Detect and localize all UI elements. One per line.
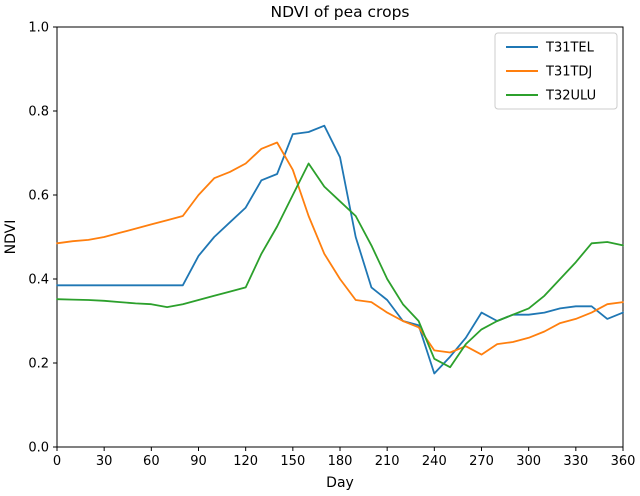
x-tick-label: 270	[469, 454, 494, 469]
y-tick-label: 0.8	[28, 105, 49, 120]
x-axis-label: Day	[326, 475, 354, 491]
x-tick-label: 210	[375, 454, 400, 469]
legend-item-T31TDJ: T31TDJ	[506, 65, 592, 80]
x-tick-label: 90	[190, 454, 207, 469]
x-tick-label: 240	[422, 454, 447, 469]
y-tick-label: 0.2	[28, 357, 49, 372]
x-tick-label: 150	[280, 454, 305, 469]
y-axis: 0.0 0.2 0.4 0.6 0.8 1.0	[28, 21, 57, 456]
x-tick-label: 0	[53, 454, 61, 469]
legend-label: T32ULU	[545, 89, 596, 104]
series-line-T32ULU	[56, 162, 624, 369]
y-tick-label: 1.0	[28, 21, 49, 36]
x-tick-label: 360	[611, 454, 636, 469]
legend-box	[494, 32, 618, 110]
x-tick-label: 30	[96, 454, 113, 469]
x-tick-label: 300	[516, 454, 541, 469]
y-tick-label: 0.6	[28, 189, 49, 204]
series-line-T31TDJ	[56, 141, 624, 356]
legend-label: T31TEL	[545, 41, 595, 56]
series-line-T31TEL	[56, 124, 624, 375]
x-tick-label: 120	[233, 454, 258, 469]
x-tick-label: 180	[328, 454, 353, 469]
legend-item-T32ULU: T32ULU	[506, 89, 596, 104]
y-tick-label: 0.4	[28, 273, 49, 288]
y-axis-label: NDVI	[3, 220, 19, 255]
x-tick-label: 60	[143, 454, 160, 469]
x-tick-label: 330	[563, 454, 588, 469]
chart-title: NDVI of pea crops	[271, 3, 410, 21]
y-tick-label: 0.0	[28, 441, 49, 456]
legend: T31TEL T31TDJ T32ULU	[494, 32, 618, 110]
x-axis: 0 30 60 90 120 150 180 210 240 270 300 330 360	[53, 447, 636, 469]
legend-label: T31TDJ	[545, 65, 592, 80]
legend-item-T31TEL: T31TEL	[506, 41, 595, 56]
